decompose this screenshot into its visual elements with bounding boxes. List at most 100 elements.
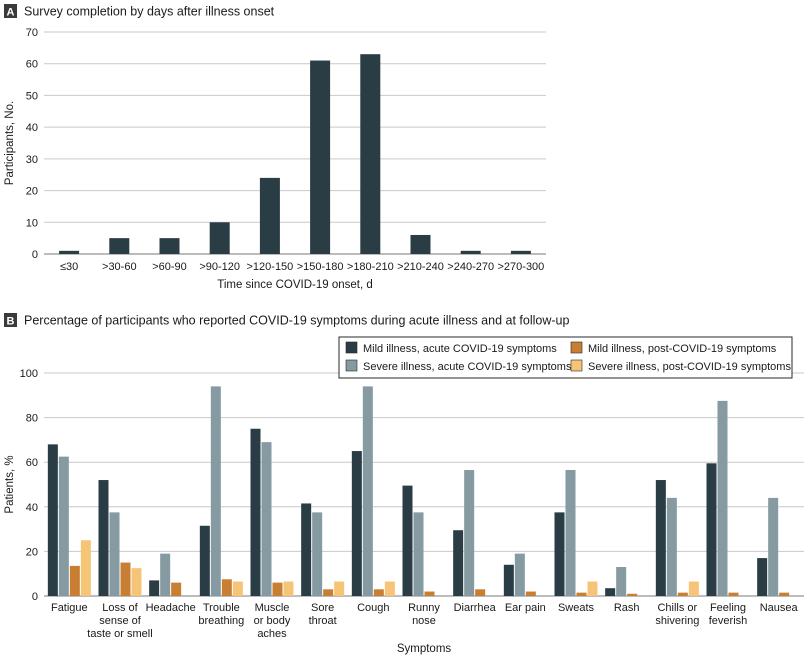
legend-label: Severe illness, post-COVID-19 symptoms: [588, 361, 791, 373]
panel-a-xtick-label: >180-210: [347, 261, 394, 273]
panel-b-bar-mild-acute: [199, 525, 210, 596]
panel-b-ytick-label: 100: [20, 368, 38, 380]
panel-a-bar: [410, 234, 431, 254]
panel-b-bar-mild-post: [373, 589, 384, 596]
panel-a-xtick-label: >60-90: [152, 261, 187, 273]
panel-b-bar-mild-post: [272, 582, 283, 596]
panel-b-bar-mild-post: [69, 565, 80, 596]
panel-b-xtick-label: Rash: [614, 602, 640, 614]
panel-b-bar-severe-acute: [312, 512, 323, 596]
panel-b-title: Percentage of participants who reported …: [24, 314, 569, 328]
legend-label: Mild illness, acute COVID-19 symptoms: [363, 343, 557, 355]
legend-swatch-mild-acute: [345, 341, 358, 354]
panel-b-xlabel: Symptoms: [397, 643, 452, 655]
panel-b-bar-mild-acute: [47, 444, 58, 596]
panel-b-bar-mild-post: [525, 591, 536, 596]
panel-a-ytick-label: 60: [26, 59, 38, 71]
panel-b-bar-mild-post: [475, 589, 486, 596]
panel-a-bar: [510, 250, 531, 254]
panel-b-bar-severe-acute: [464, 470, 475, 596]
panel-b-bar-severe-post: [131, 568, 142, 596]
panel-b-xtick-label: aches: [257, 628, 287, 640]
panel-a: A Survey completion by days after illness…: [4, 4, 546, 291]
panel-b-xtick-label: Diarrhea: [454, 602, 497, 614]
panel-b-xtick-label: Feeling: [710, 602, 746, 614]
panel-a-title: Survey completion by days after illness …: [24, 5, 275, 19]
panel-b-bar-severe-acute: [565, 470, 576, 596]
panel-b-bar-mild-post: [221, 579, 232, 596]
panel-b-bar-mild-post: [323, 589, 334, 596]
panel-a-bar: [159, 238, 180, 254]
panel-a-bar: [59, 250, 80, 254]
panel-b-bar-severe-post: [688, 581, 699, 596]
legend-swatch-mild-post: [570, 341, 583, 354]
panel-b-bar-severe-post: [587, 581, 598, 596]
panel-a-ytick-label: 50: [26, 90, 38, 102]
legend-swatch-severe-acute: [345, 359, 358, 372]
panel-a-xtick-label: >120-150: [247, 261, 294, 273]
panel-b-ylabel: Patients, %: [4, 455, 16, 513]
panel-a-ytick-label: 20: [26, 186, 38, 198]
panel-b-ytick-label: 20: [26, 546, 38, 558]
panel-b-bar-mild-post: [576, 592, 587, 596]
panel-b-xtick-label: Fatigue: [51, 602, 88, 614]
panel-b-bar-severe-acute: [413, 512, 424, 596]
panel-b-xtick-label: Ear pain: [505, 602, 546, 614]
panel-b-bar-mild-acute: [554, 512, 565, 596]
panel-a-xtick-label: >270-300: [498, 261, 545, 273]
panel-b-bar-severe-acute: [514, 553, 525, 596]
panel-b-bar-severe-acute: [768, 497, 779, 596]
panel-b-bar-mild-post: [627, 593, 638, 596]
panel-b-bar-severe-post: [384, 581, 395, 596]
panel-a-bar: [209, 222, 230, 254]
panel-b-bar-mild-acute: [706, 463, 717, 596]
panel-a-letter: A: [7, 7, 15, 19]
panel-a-ytick-label: 70: [26, 27, 38, 39]
panel-a-ytick-label: 0: [32, 249, 38, 261]
panel-b-bar-mild-acute: [655, 480, 666, 596]
panel-a-xtick-label: ≤30: [60, 261, 78, 273]
legend-label: Mild illness, post-COVID-19 symptoms: [588, 343, 777, 355]
panel-b-xtick-label: Cough: [357, 602, 389, 614]
panel-a-xlabel: Time since COVID-19 onset, d: [217, 279, 373, 291]
panel-b-xtick-label: nose: [412, 615, 436, 627]
panel-b-bar-severe-acute: [666, 497, 677, 596]
panel-b-bar-severe-acute: [717, 400, 728, 596]
panel-b: B Percentage of participants who reported…: [4, 313, 804, 655]
panel-b-bar-severe-acute: [58, 456, 69, 596]
panel-b-xtick-label: breathing: [198, 615, 244, 627]
panel-b-xtick-label: Sore: [311, 602, 334, 614]
panel-b-xtick-label: Nausea: [760, 602, 799, 614]
panel-a-bar: [360, 54, 381, 255]
panel-a-xtick-label: >150-180: [297, 261, 344, 273]
panel-a-xtick-label: >240-270: [447, 261, 494, 273]
panel-b-bar-severe-acute: [109, 512, 120, 596]
panel-b-bar-mild-post: [779, 592, 790, 596]
panel-b-xtick-label: Loss of: [102, 602, 138, 614]
panel-b-bar-severe-post: [232, 581, 243, 596]
panel-a-ytick-label: 30: [26, 154, 38, 166]
legend-swatch-severe-post: [570, 359, 583, 372]
panel-b-bar-mild-acute: [757, 558, 768, 596]
panel-b-bar-severe-acute: [261, 442, 272, 596]
panel-b-xtick-label: shivering: [655, 615, 699, 627]
panel-b-xtick-label: Headache: [146, 602, 196, 614]
panel-a-ytick-label: 10: [26, 217, 38, 229]
panel-b-xtick-label: taste or smell: [87, 628, 152, 640]
panel-b-bar-severe-acute: [616, 567, 627, 596]
panel-a-xtick-label: >210-240: [397, 261, 444, 273]
panel-a-xtick-label: >30-60: [102, 261, 137, 273]
panel-b-bar-severe-post: [283, 581, 294, 596]
panel-b-bar-mild-acute: [402, 485, 413, 596]
panel-b-bar-severe-acute: [160, 553, 171, 596]
panel-b-bar-severe-post: [334, 581, 345, 596]
panel-b-xtick-label: Trouble: [203, 602, 240, 614]
panel-b-bar-mild-post: [728, 592, 739, 596]
panel-b-xtick-label: or body: [254, 615, 291, 627]
panel-b-bar-mild-acute: [351, 451, 362, 596]
panel-b-xtick-label: sense of: [99, 615, 142, 627]
panel-b-letter: B: [7, 316, 15, 328]
panel-b-bar-severe-post: [80, 540, 91, 596]
panel-a-xtick-label: >90-120: [199, 261, 240, 273]
